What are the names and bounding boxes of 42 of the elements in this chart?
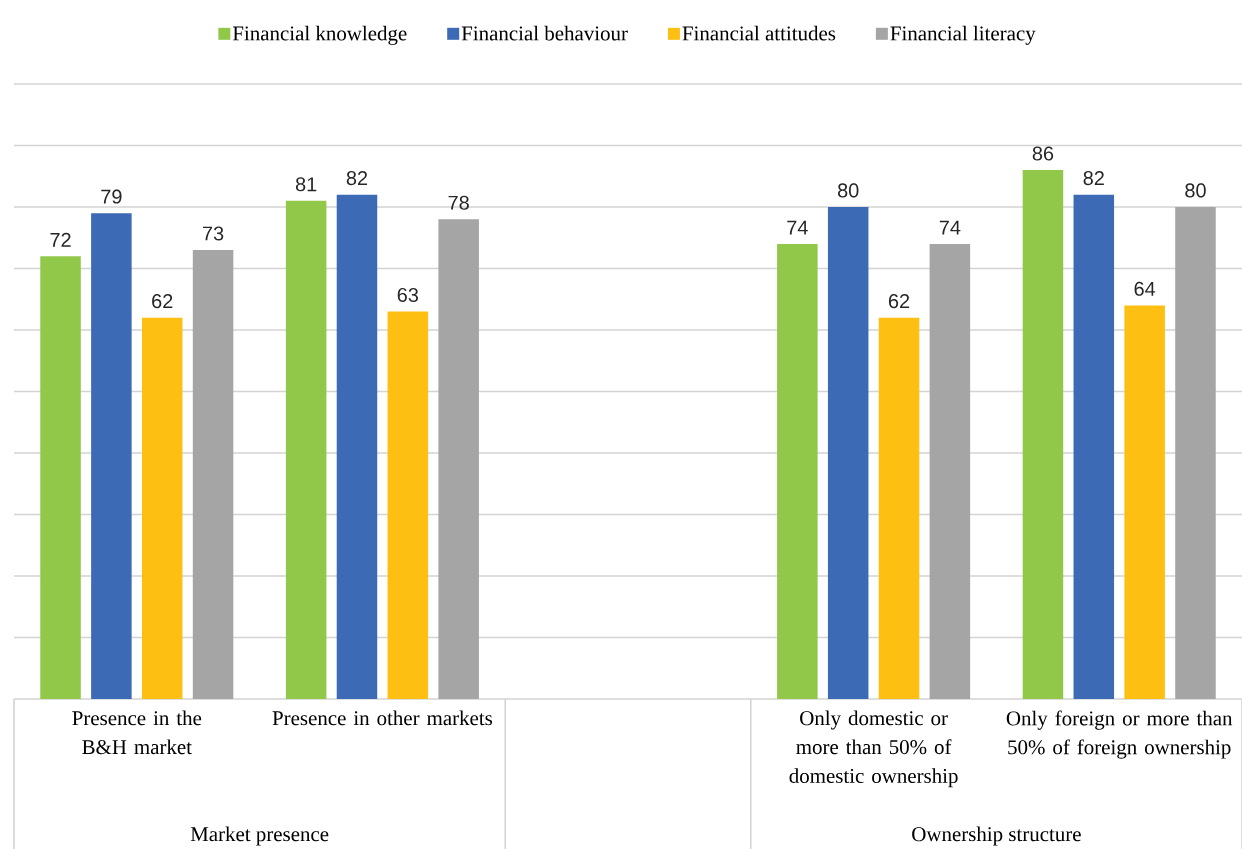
- data-label: 86: [1032, 146, 1054, 161]
- data-label: 78: [448, 195, 469, 210]
- bar: [192, 250, 234, 699]
- data-label: 63: [397, 287, 419, 303]
- bar: [438, 219, 479, 699]
- legend-label: Financial behaviour: [461, 25, 628, 41]
- legend-label: Financial attitudes: [682, 25, 836, 41]
- bar: [1124, 305, 1165, 699]
- x-tick-label: Only domestic or more than 50% of domestic ownership: [789, 710, 958, 788]
- data-label: 80: [1185, 183, 1206, 198]
- data-label: 79: [101, 189, 122, 204]
- bar: [1175, 207, 1216, 699]
- text: Ownership structure: [912, 826, 1081, 846]
- bar: [141, 317, 183, 699]
- legend-label: Financial knowledge: [232, 25, 407, 45]
- bar: [827, 207, 869, 699]
- data-label: 73: [203, 226, 224, 241]
- data-label: 62: [888, 294, 910, 309]
- bar: [285, 200, 327, 699]
- data-label: 72: [50, 232, 71, 247]
- legend-label: Financial literacy: [890, 25, 1036, 45]
- bar: [336, 194, 378, 699]
- data-label: 80: [837, 183, 859, 198]
- x-tick-label: Presence in other markets: [272, 710, 493, 726]
- data-label: 64: [1134, 281, 1156, 296]
- bar: [40, 256, 81, 699]
- x-tick-label: Presence in the B&H market: [72, 710, 202, 755]
- bar: [387, 311, 429, 699]
- data-label: 62: [152, 294, 173, 309]
- bar: [777, 243, 818, 699]
- text: Market presence: [190, 826, 329, 846]
- x-tick-label: Only foreign or more than 50% of foreign ownership: [1006, 710, 1233, 759]
- bar: [91, 213, 132, 699]
- data-label: 82: [1083, 171, 1104, 186]
- bar: [1073, 194, 1115, 699]
- data-label: 74: [787, 220, 808, 235]
- data-label: 74: [939, 220, 961, 235]
- bar: [1022, 170, 1064, 699]
- bar: [878, 317, 920, 699]
- data-label: 81: [295, 177, 317, 192]
- data-label: 82: [346, 171, 368, 186]
- bar: [929, 243, 971, 699]
